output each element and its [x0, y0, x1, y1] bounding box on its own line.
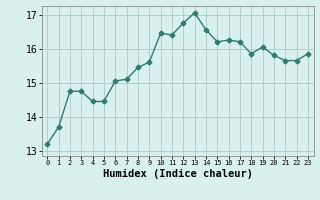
X-axis label: Humidex (Indice chaleur): Humidex (Indice chaleur) [103, 169, 252, 179]
